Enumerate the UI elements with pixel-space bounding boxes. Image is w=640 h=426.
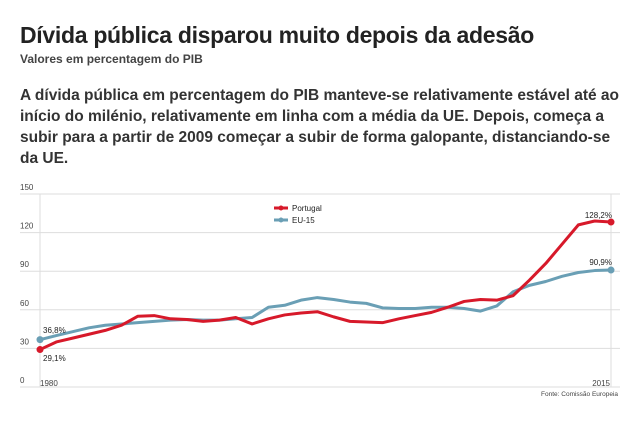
legend-label-portugal: Portugal [292,204,322,213]
legend-label-eu15: EU-15 [292,216,315,225]
endpoint-marker-portugal [607,218,615,226]
legend-marker-eu15 [278,217,284,223]
y-tick-label: 0 [20,376,25,385]
series-line-eu-15 [39,268,612,342]
legend: Portugal EU-15 [274,204,322,225]
x-tick-label-end: 2015 [592,379,610,388]
series-line-portugal [39,219,612,351]
legend-marker-portugal [278,205,284,211]
y-tick-label: 60 [20,299,29,308]
y-tick-label: 30 [20,337,29,346]
y-tick-label: 90 [20,260,29,269]
endpoint-marker-eu-15 [36,336,44,344]
y-tick-label: 120 [20,222,34,231]
annotation-eu15-end: 90,9% [589,258,612,267]
page-title: Dívida pública disparou muito depois da … [20,22,535,48]
annotation-portugal-end: 128,2% [585,211,612,220]
endpoint-marker-portugal [36,346,44,354]
lead-text: A dívida pública em percentagem do PIB m… [20,87,619,167]
endpoint-marker-eu-15 [607,266,615,274]
subtitle: Valores em percentagem do PIB [20,52,203,66]
x-tick-label-start: 1980 [40,379,58,388]
source-note: Fonte: Comissão Europeia [541,391,618,398]
annotation-eu15-start: 36,8% [43,326,66,335]
annotation-portugal-start: 29,1% [43,354,66,363]
y-tick-label: 150 [20,183,34,192]
